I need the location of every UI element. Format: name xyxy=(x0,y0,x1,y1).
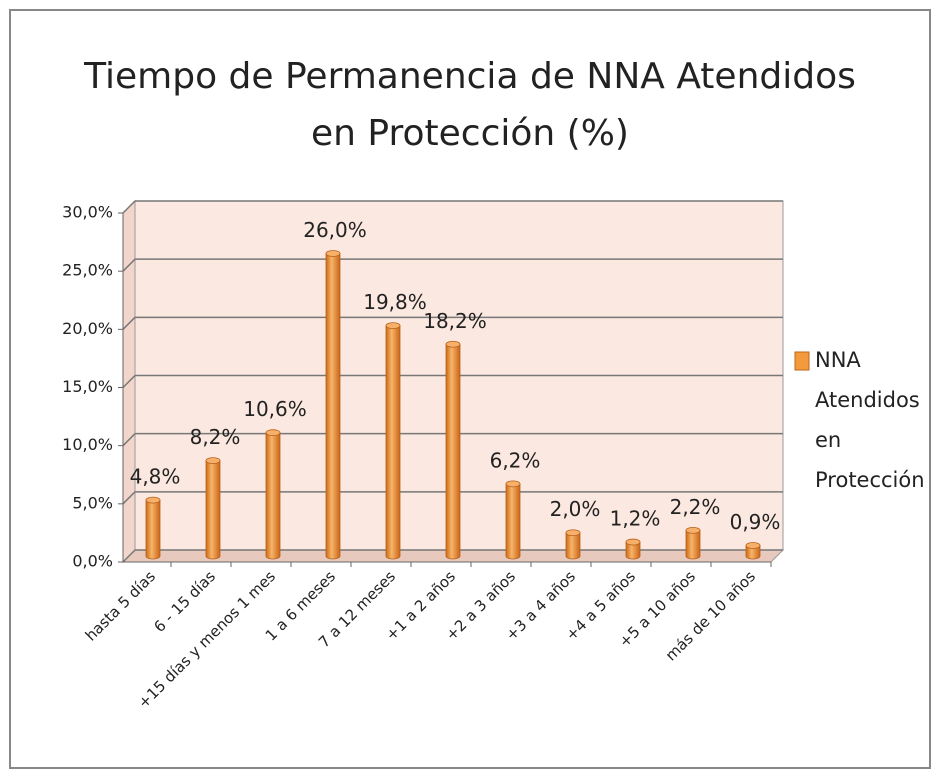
bar xyxy=(205,460,221,560)
legend-label: NNA Atendidos en Protección xyxy=(815,348,925,492)
y-tick-label: 0,0% xyxy=(72,552,113,571)
bar xyxy=(385,325,401,560)
bar-top xyxy=(745,542,761,549)
grid-line xyxy=(122,374,136,389)
bar-top xyxy=(505,480,521,488)
y-tick-label: 15,0% xyxy=(62,377,113,396)
data-label: 8,2% xyxy=(190,425,241,449)
bar-top xyxy=(385,322,401,330)
data-label: 26,0% xyxy=(303,218,367,242)
grid-line xyxy=(122,258,136,272)
bar xyxy=(625,541,641,560)
bar xyxy=(565,532,581,560)
data-label: 18,2% xyxy=(423,309,487,333)
bar-top xyxy=(325,250,341,257)
y-tick-label: 5,0% xyxy=(72,493,113,512)
y-tick-label: 30,0% xyxy=(62,203,113,222)
data-label: 2,0% xyxy=(550,497,601,521)
data-label: 19,8% xyxy=(363,290,427,314)
grid-line xyxy=(122,200,136,214)
grid-line xyxy=(122,433,136,447)
bar-top xyxy=(565,529,581,537)
grid-line xyxy=(122,549,136,563)
y-tick-label: 20,0% xyxy=(62,319,113,338)
bar-top xyxy=(445,340,461,348)
bar xyxy=(685,530,701,560)
bar-top xyxy=(145,496,161,504)
data-label: 6,2% xyxy=(490,448,541,472)
data-label: 0,9% xyxy=(730,510,781,534)
chart-title: en Protección (%) xyxy=(311,113,629,154)
bar-top xyxy=(205,457,221,465)
y-tick-label: 25,0% xyxy=(62,261,113,280)
y-tick-label: 10,0% xyxy=(62,435,113,454)
bar-top xyxy=(685,527,701,534)
bar-top xyxy=(265,429,281,437)
bar xyxy=(265,432,281,560)
grid-line xyxy=(122,316,136,330)
bar xyxy=(745,545,761,560)
data-label: 4,8% xyxy=(130,465,181,489)
data-label: 10,6% xyxy=(243,397,307,421)
data-label: 1,2% xyxy=(610,507,661,531)
bar-top xyxy=(625,538,641,546)
chart-title: Tiempo de Permanencia de NNA Atendidos xyxy=(83,56,856,97)
grid-line xyxy=(122,491,136,505)
legend-swatch xyxy=(794,351,810,371)
bar xyxy=(445,343,461,560)
data-label: 2,2% xyxy=(670,495,721,519)
bar xyxy=(325,253,341,560)
bar xyxy=(505,483,521,560)
bar xyxy=(145,499,161,560)
